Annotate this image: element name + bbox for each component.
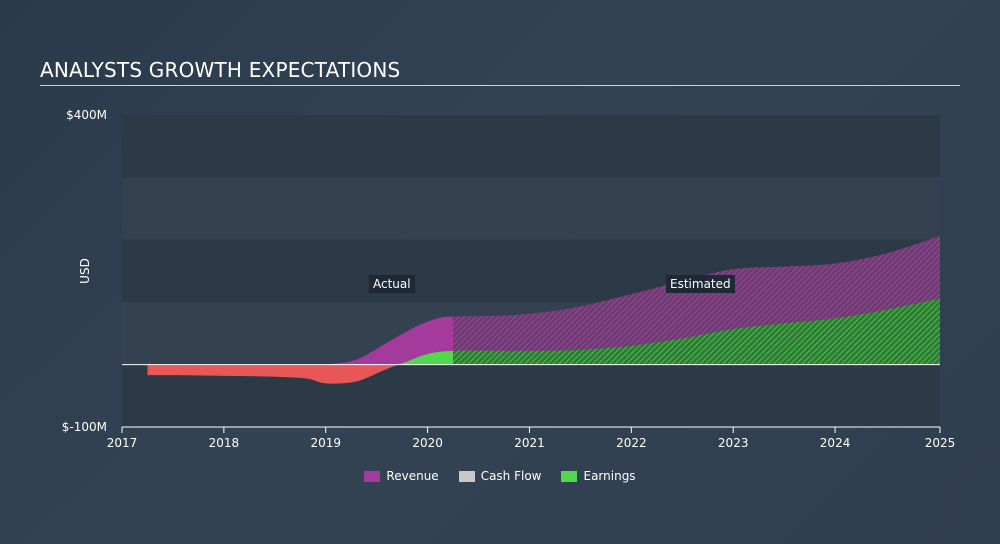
actual-label: Actual [369, 275, 415, 293]
legend-item-earnings[interactable]: Earnings [561, 469, 636, 483]
x-tick-label: 2019 [310, 436, 341, 450]
estimated-label: Estimated [666, 275, 735, 293]
x-tick-label: 2023 [718, 436, 749, 450]
earnings-area-estimated [453, 298, 940, 365]
series-areas [147, 236, 940, 384]
legend-label-revenue: Revenue [386, 469, 439, 483]
chart-title: ANALYSTS GROWTH EXPECTATIONS [40, 58, 401, 82]
legend: Revenue Cash Flow Earnings [0, 469, 1000, 483]
grid-band [122, 177, 940, 240]
earnings-area-negative [147, 364, 399, 384]
legend-label-earnings: Earnings [583, 469, 636, 483]
x-tick-label: 2022 [616, 436, 647, 450]
legend-swatch-earnings [561, 470, 578, 482]
x-tick-label: 2024 [820, 436, 851, 450]
y-tick-top: $400M [66, 108, 107, 122]
y-tick-bottom: $-100M [62, 420, 107, 434]
legend-swatch-cashflow [458, 470, 475, 482]
legend-item-cashflow[interactable]: Cash Flow [458, 469, 542, 483]
grid-band [122, 115, 940, 178]
legend-item-revenue[interactable]: Revenue [364, 469, 439, 483]
x-tick-label: 2018 [209, 436, 240, 450]
x-tick-label: 2017 [107, 436, 138, 450]
x-axis: 2017 2018 2019 2020 2021 2022 2023 2024 2025 [107, 426, 956, 450]
x-tick-label: 2020 [412, 436, 443, 450]
y-axis-label: USD [78, 258, 92, 284]
x-tick-label: 2021 [514, 436, 545, 450]
x-tick-label: 2025 [925, 436, 956, 450]
earnings-area-actual [147, 350, 454, 365]
legend-swatch-revenue [364, 470, 381, 482]
legend-label-cashflow: Cash Flow [480, 469, 542, 483]
revenue-area-actual [325, 316, 454, 365]
title-divider [40, 85, 960, 86]
